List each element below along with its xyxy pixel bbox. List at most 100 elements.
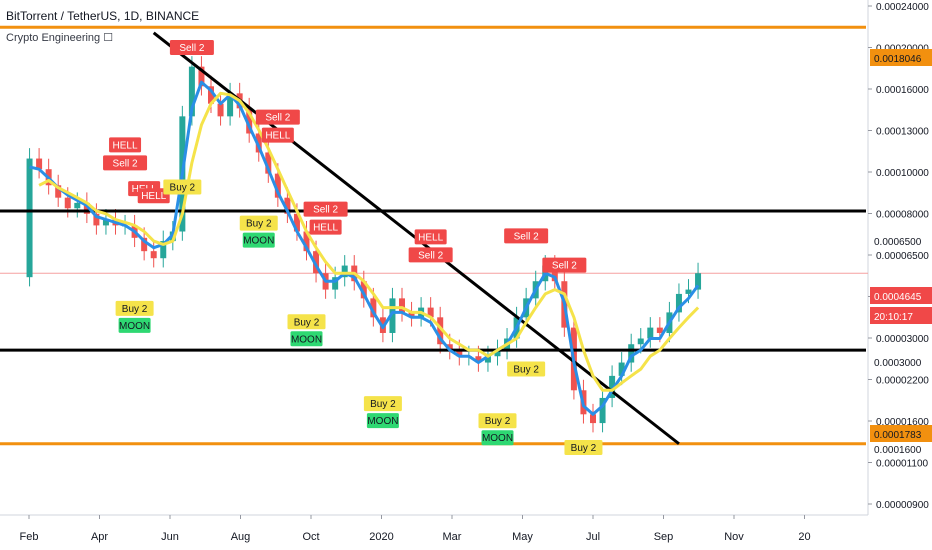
x-tick-label: Nov	[724, 531, 744, 543]
candle-body	[628, 344, 635, 363]
sell-tag	[303, 201, 348, 217]
x-tick-label: Apr	[91, 531, 108, 543]
sell-tag	[542, 257, 587, 273]
y-tick-label: 0.00003000	[876, 334, 929, 345]
candle-body	[217, 103, 224, 117]
fast-ma-line	[29, 80, 700, 416]
x-tick-label: Jun	[161, 531, 179, 543]
sell-tag-label: Sell 2	[113, 158, 138, 169]
sell-tag	[504, 228, 549, 244]
buy-tag-label: Buy 2	[246, 219, 272, 230]
x-tick-label: 2020	[369, 531, 393, 543]
sell-tag	[309, 219, 342, 235]
moon-tag-label: MOON	[243, 236, 274, 247]
sell-tag-label: Sell 2	[265, 113, 290, 124]
candle-body	[494, 350, 501, 357]
y-tick-label: 0.00016000	[876, 85, 929, 96]
sell-tag-label: HELL	[113, 140, 138, 151]
price-axis-label: 0.0006500	[874, 237, 922, 248]
candle-body	[227, 93, 234, 117]
candle-body	[102, 219, 109, 226]
candle-body	[93, 213, 100, 226]
candle-body	[313, 251, 320, 274]
buy-tag	[507, 361, 546, 377]
buy-tag	[363, 396, 402, 412]
moon-tag	[290, 331, 323, 347]
y-tick-label: 0.00002200	[876, 376, 929, 387]
y-tick-label: 0.00006500	[876, 251, 929, 262]
y-tick-label: 0.00001600	[876, 417, 929, 428]
price-axis-label: 0.0018046	[874, 54, 922, 65]
buy-tag	[287, 314, 326, 330]
candle-body	[551, 265, 558, 282]
sell-tag-label: Sell 2	[514, 231, 539, 242]
buy-tag	[115, 300, 154, 316]
y-tick-label: 0.00024000	[876, 2, 929, 13]
price-axis-tag	[870, 49, 932, 66]
buy-tag-label: Buy 2	[571, 443, 597, 454]
buy-tag	[478, 413, 517, 429]
chart-title: BitTorrent / TetherUS, 1D, BINANCE	[6, 9, 200, 23]
sell-tag-label: HELL	[313, 223, 338, 234]
candle-body	[408, 312, 415, 318]
candle-body	[475, 356, 482, 363]
candle-body	[618, 362, 625, 376]
buy-tag-label: Buy 2	[294, 317, 320, 328]
x-tick-label: Jul	[586, 531, 600, 543]
candle-body	[341, 265, 348, 278]
candle-body	[695, 273, 702, 290]
x-tick-label: Oct	[302, 531, 319, 543]
price-axis-label: 0.0001783	[874, 430, 922, 441]
y-tick-label: 0.00010000	[876, 168, 929, 179]
x-tick-label: Aug	[231, 531, 251, 543]
sell-tag-label: HELL	[141, 191, 166, 202]
sell-tag	[137, 188, 170, 204]
candle-body	[246, 108, 253, 134]
buy-tag-label: Buy 2	[513, 364, 539, 375]
x-tick-label: 20	[798, 531, 810, 543]
candle-body	[599, 397, 606, 424]
candle-body	[141, 237, 148, 252]
candle-body	[188, 66, 195, 117]
candle-body	[484, 356, 491, 363]
candle-body	[437, 317, 444, 345]
x-tick-label: May	[512, 531, 533, 543]
moon-tag-label: MOON	[291, 334, 322, 345]
candle-body	[590, 414, 596, 424]
y-tick-label: 0.00008000	[876, 210, 929, 221]
candle-body	[685, 289, 692, 294]
price-axis-label: 0.0004645	[874, 292, 922, 303]
sell-tag	[109, 137, 142, 153]
signal-tags: Sell 2 HELL HELL HELL Sell 2 HELL Sell 2 HELL Se…	[103, 40, 603, 455]
sell-tag	[103, 155, 148, 171]
candle-body	[160, 241, 167, 259]
candle-body	[55, 185, 62, 198]
moon-tag-label: MOON	[119, 321, 150, 332]
moon-tag	[242, 232, 275, 248]
price-axis-tag	[870, 307, 932, 324]
candle-body	[83, 202, 90, 214]
x-tick-label: Sep	[654, 531, 674, 543]
candle-body	[647, 327, 654, 339]
sell-tag-label: Sell 2	[418, 250, 443, 261]
price-axis-label: 20:10:17	[874, 312, 913, 323]
buy-tag	[163, 179, 202, 195]
moon-tag	[481, 430, 514, 446]
y-tick-label: 0.00000900	[876, 500, 929, 511]
candle-body	[456, 350, 463, 357]
candle-body	[370, 298, 377, 318]
moon-tag-label: MOON	[482, 433, 513, 444]
sell-tag	[255, 109, 300, 125]
price-axis-tag	[870, 425, 932, 442]
price-axis-tag	[870, 287, 932, 304]
x-tick-label: Mar	[443, 531, 462, 543]
y-tick-label: 0.00001100	[876, 459, 929, 470]
indicator-label[interactable]: Crypto Engineering ☐	[6, 32, 114, 44]
candle-body	[255, 133, 262, 153]
candle-body	[198, 66, 205, 87]
slow-ma-line	[38, 91, 700, 392]
candle-body	[64, 197, 71, 209]
price-axis-label: 0.0003000	[874, 358, 922, 369]
